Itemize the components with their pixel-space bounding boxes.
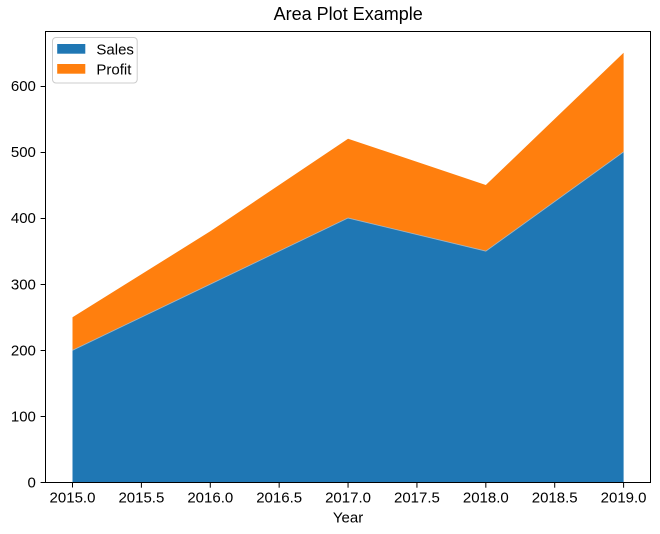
svg-text:2019.0: 2019.0 (601, 490, 647, 507)
svg-text:2017.5: 2017.5 (394, 490, 440, 507)
svg-text:2017.0: 2017.0 (325, 490, 371, 507)
svg-text:Year: Year (333, 510, 363, 527)
svg-text:Area Plot Example: Area Plot Example (274, 4, 423, 24)
svg-text:300: 300 (11, 276, 36, 293)
svg-text:100: 100 (11, 409, 36, 426)
svg-text:Sales: Sales (96, 42, 134, 59)
svg-text:Profit: Profit (96, 62, 132, 79)
svg-text:2016.5: 2016.5 (256, 490, 302, 507)
svg-text:2016.0: 2016.0 (187, 490, 233, 507)
svg-text:600: 600 (11, 78, 36, 95)
svg-text:500: 500 (11, 144, 36, 161)
svg-text:2018.0: 2018.0 (463, 490, 509, 507)
svg-text:200: 200 (11, 342, 36, 359)
svg-text:2015.0: 2015.0 (50, 490, 96, 507)
svg-text:0: 0 (28, 475, 36, 492)
svg-text:2015.5: 2015.5 (118, 490, 164, 507)
svg-text:400: 400 (11, 210, 36, 227)
svg-text:2018.5: 2018.5 (532, 490, 578, 507)
